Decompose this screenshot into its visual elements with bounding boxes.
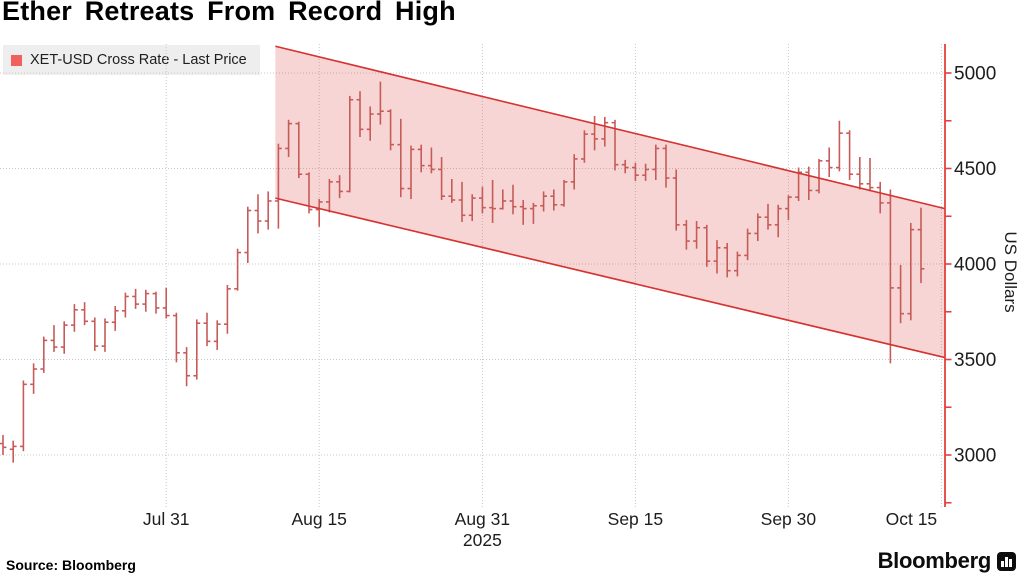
x-tick-label: Jul 31 <box>143 509 190 529</box>
trend-channel-bottom-line <box>275 197 946 359</box>
v-gridlines <box>165 44 942 507</box>
x-tick-label: Aug 31 <box>455 509 510 529</box>
source-note: Source: Bloomberg <box>6 557 136 573</box>
y-tick-label: 4000 <box>954 255 996 276</box>
chart-legend: XET-USD Cross Rate - Last Price <box>3 45 260 75</box>
legend-swatch-icon <box>11 54 22 66</box>
trend-channel-top-line <box>275 45 946 210</box>
y-tick-label: 3000 <box>954 446 996 467</box>
y-tick-label: 3500 <box>954 350 996 371</box>
bloomberg-wordmark: Bloomberg <box>877 548 992 573</box>
bloomberg-bars-icon <box>997 551 1016 571</box>
x-tick-label: Oct 15 <box>886 509 938 529</box>
bloomberg-logo: Bloomberg <box>878 548 1016 574</box>
trend-channel-fill <box>275 46 946 358</box>
x-tick-labels: Jul 31 Aug 15 Aug 31 Sep 15 Sep 30 Oct 15 <box>143 509 937 529</box>
x-tick-label: Sep 15 <box>608 509 663 529</box>
y-tick-labels: 5000 4500 4000 3500 3000 <box>954 64 996 467</box>
y-tick-label: 4500 <box>954 159 996 180</box>
x-axis-year-label: 2025 <box>463 530 502 550</box>
ohlc-bars <box>0 81 925 463</box>
page-title: Ether Retreats From Record High <box>2 0 456 26</box>
x-tick-label: Aug 15 <box>291 509 346 529</box>
x-tick-label: Sep 30 <box>761 509 817 529</box>
y-tick-label: 5000 <box>954 64 996 85</box>
legend-label: XET-USD Cross Rate - Last Price <box>30 52 247 68</box>
y-axis-title: US Dollars <box>1001 231 1020 312</box>
y-axis-ticks <box>945 72 952 504</box>
